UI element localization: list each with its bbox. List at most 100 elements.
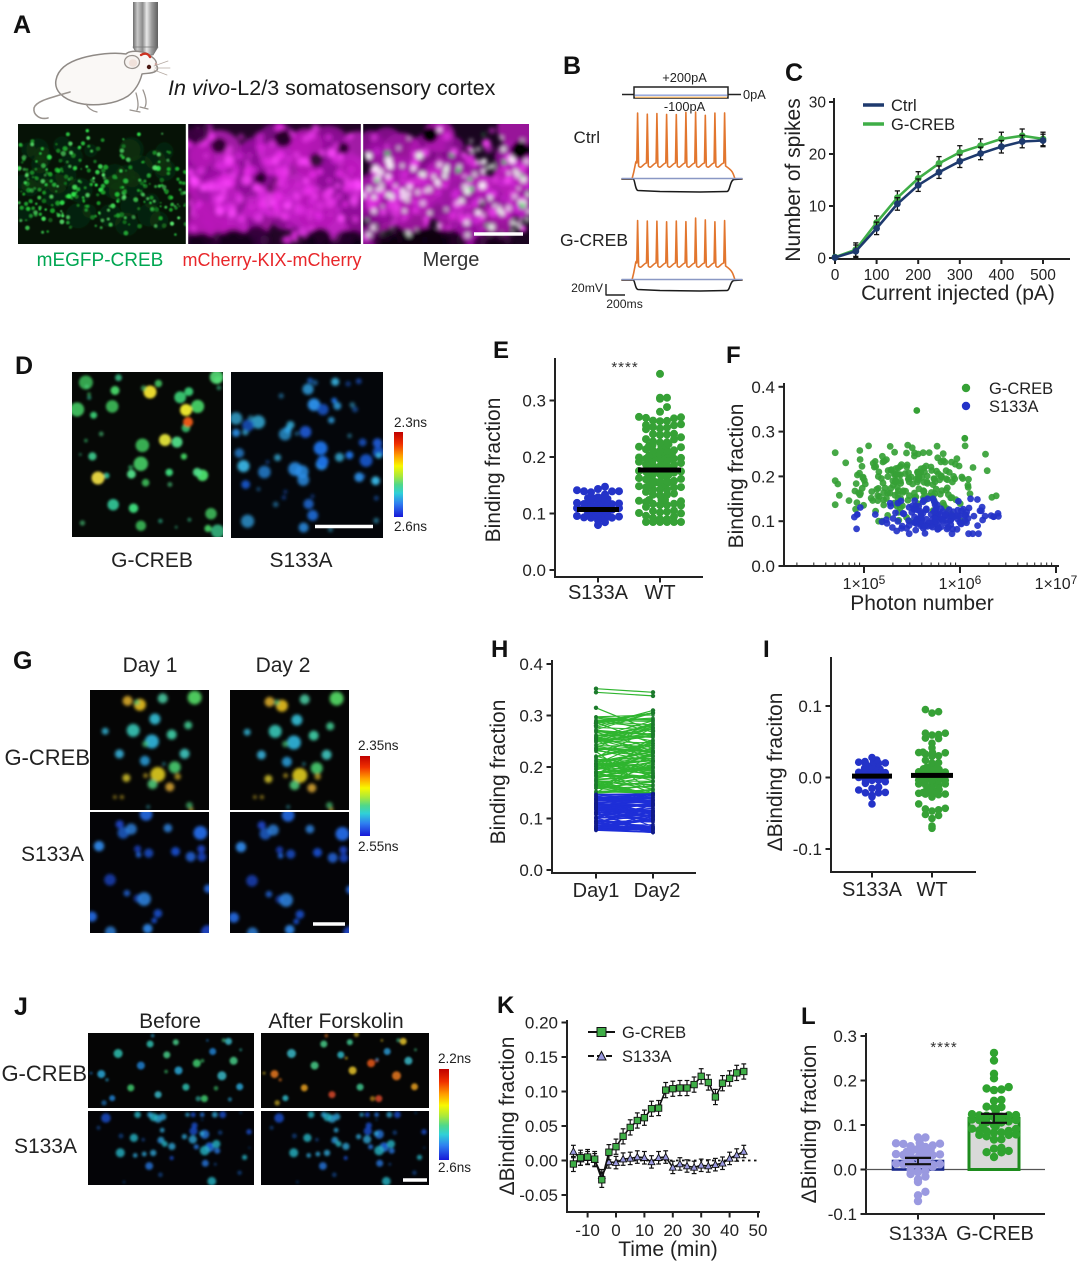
svg-text:****: **** (611, 359, 638, 376)
svg-text:0.0: 0.0 (833, 1161, 857, 1180)
svg-text:0.0: 0.0 (798, 769, 822, 788)
svg-text:2.55ns: 2.55ns (358, 839, 399, 854)
svg-text:G-CREB: G-CREB (1, 1061, 87, 1086)
svg-text:0.2: 0.2 (751, 467, 775, 486)
svg-text:0.1: 0.1 (833, 1116, 857, 1135)
svg-text:2.35ns: 2.35ns (358, 738, 399, 753)
svg-text:G-CREB: G-CREB (891, 116, 955, 134)
svg-text:Day 1: Day 1 (123, 654, 178, 677)
svg-text:0.10: 0.10 (525, 1083, 558, 1102)
svg-text:2.3ns: 2.3ns (394, 415, 427, 430)
svg-text:G-CREB: G-CREB (989, 380, 1053, 398)
svg-text:Binding fraction: Binding fraction (725, 404, 748, 549)
svg-text:G-CREB: G-CREB (111, 549, 193, 572)
svg-text:J: J (14, 993, 28, 1021)
svg-text:-0.1: -0.1 (828, 1205, 857, 1224)
svg-text:0.15: 0.15 (525, 1048, 558, 1067)
svg-text:0.3: 0.3 (751, 423, 775, 442)
svg-text:Day 2: Day 2 (256, 654, 311, 677)
svg-text:20: 20 (663, 1221, 682, 1240)
svg-text:S133A: S133A (14, 1135, 77, 1158)
svg-text:200: 200 (905, 267, 931, 284)
svg-text:Before: Before (139, 1010, 201, 1033)
svg-text:0.0: 0.0 (751, 557, 775, 576)
svg-text:G-CREB: G-CREB (956, 1223, 1034, 1245)
svg-text:-100pA: -100pA (664, 99, 706, 114)
svg-text:Time (min): Time (min) (618, 1238, 718, 1261)
svg-text:50: 50 (749, 1221, 768, 1240)
svg-text:L: L (801, 1003, 816, 1030)
svg-text:Day2: Day2 (634, 880, 681, 902)
svg-text:0.20: 0.20 (525, 1014, 558, 1033)
svg-text:S133A: S133A (622, 1048, 672, 1066)
svg-text:A: A (13, 11, 31, 39)
svg-text:0.4: 0.4 (751, 378, 775, 397)
svg-text:Day1: Day1 (573, 880, 620, 902)
svg-text:B: B (563, 52, 581, 80)
svg-text:0.2: 0.2 (522, 448, 546, 467)
svg-text:2.6ns: 2.6ns (438, 1160, 471, 1175)
svg-text:200ms: 200ms (606, 297, 643, 311)
svg-text:1×106: 1×106 (939, 573, 982, 593)
svg-text:2.6ns: 2.6ns (394, 519, 427, 534)
svg-text:H: H (491, 636, 508, 663)
svg-text:Ctrl: Ctrl (891, 97, 917, 115)
svg-text:40: 40 (720, 1221, 739, 1240)
svg-text:S133A: S133A (568, 582, 629, 604)
svg-text:G-CREB: G-CREB (4, 745, 90, 770)
svg-text:+200pA: +200pA (662, 70, 707, 85)
svg-text:E: E (493, 337, 509, 364)
svg-text:Binding fraction: Binding fraction (487, 700, 510, 845)
svg-text:300: 300 (947, 267, 973, 284)
svg-text:S133A: S133A (269, 549, 332, 572)
svg-text:S133A: S133A (989, 398, 1039, 416)
svg-text:After Forskolin: After Forskolin (268, 1010, 403, 1033)
svg-text:0: 0 (817, 251, 826, 268)
svg-text:0.1: 0.1 (519, 810, 543, 829)
svg-text:C: C (785, 59, 803, 87)
svg-text:-0.1: -0.1 (793, 840, 822, 859)
svg-text:S133A: S133A (889, 1223, 948, 1245)
svg-text:S133A: S133A (842, 879, 903, 901)
svg-text:WT: WT (644, 582, 675, 604)
svg-text:0.2: 0.2 (519, 758, 543, 777)
svg-text:mEGFP-CREB: mEGFP-CREB (37, 250, 164, 271)
svg-text:30: 30 (809, 95, 827, 112)
svg-text:Ctrl: Ctrl (574, 128, 600, 147)
svg-text:0.3: 0.3 (833, 1027, 857, 1046)
svg-text:0.1: 0.1 (798, 697, 822, 716)
svg-text:10: 10 (809, 199, 827, 216)
svg-text:0.1: 0.1 (522, 505, 546, 524)
svg-text:Current injected (pA): Current injected (pA) (861, 282, 1055, 305)
svg-text:0.3: 0.3 (522, 392, 546, 411)
svg-text:Photon number: Photon number (850, 592, 994, 615)
svg-text:In vivo-L2/3 somatosensory cor: In vivo-L2/3 somatosensory cortex (168, 76, 496, 100)
svg-text:G: G (13, 647, 32, 675)
svg-text:2.2ns: 2.2ns (438, 1051, 471, 1066)
svg-text:20: 20 (809, 147, 827, 164)
svg-text:ΔBinding fraction: ΔBinding fraction (496, 1037, 519, 1196)
svg-text:Number of spikes: Number of spikes (782, 98, 805, 261)
svg-text:G-CREB: G-CREB (560, 230, 628, 250)
svg-text:WT: WT (916, 879, 947, 901)
svg-text:30: 30 (692, 1221, 711, 1240)
svg-text:D: D (15, 352, 33, 380)
svg-text:I: I (763, 636, 770, 663)
svg-text:100: 100 (864, 267, 890, 284)
svg-text:S133A: S133A (21, 843, 84, 866)
svg-text:1×105: 1×105 (843, 573, 886, 593)
svg-text:0: 0 (831, 267, 840, 284)
svg-text:0.00: 0.00 (525, 1152, 558, 1171)
svg-text:0.2: 0.2 (833, 1072, 857, 1091)
svg-text:0.3: 0.3 (519, 707, 543, 726)
svg-text:0pA: 0pA (743, 87, 766, 102)
svg-text:0.1: 0.1 (751, 512, 775, 531)
svg-text:****: **** (930, 1039, 957, 1056)
svg-text:0.0: 0.0 (519, 861, 543, 880)
svg-text:Merge: Merge (423, 249, 480, 271)
svg-text:mCherry-KIX-mCherry: mCherry-KIX-mCherry (182, 250, 361, 270)
svg-text:0: 0 (611, 1221, 620, 1240)
svg-text:F: F (726, 342, 741, 369)
svg-text:-10: -10 (575, 1221, 600, 1240)
svg-text:0.05: 0.05 (525, 1117, 558, 1136)
